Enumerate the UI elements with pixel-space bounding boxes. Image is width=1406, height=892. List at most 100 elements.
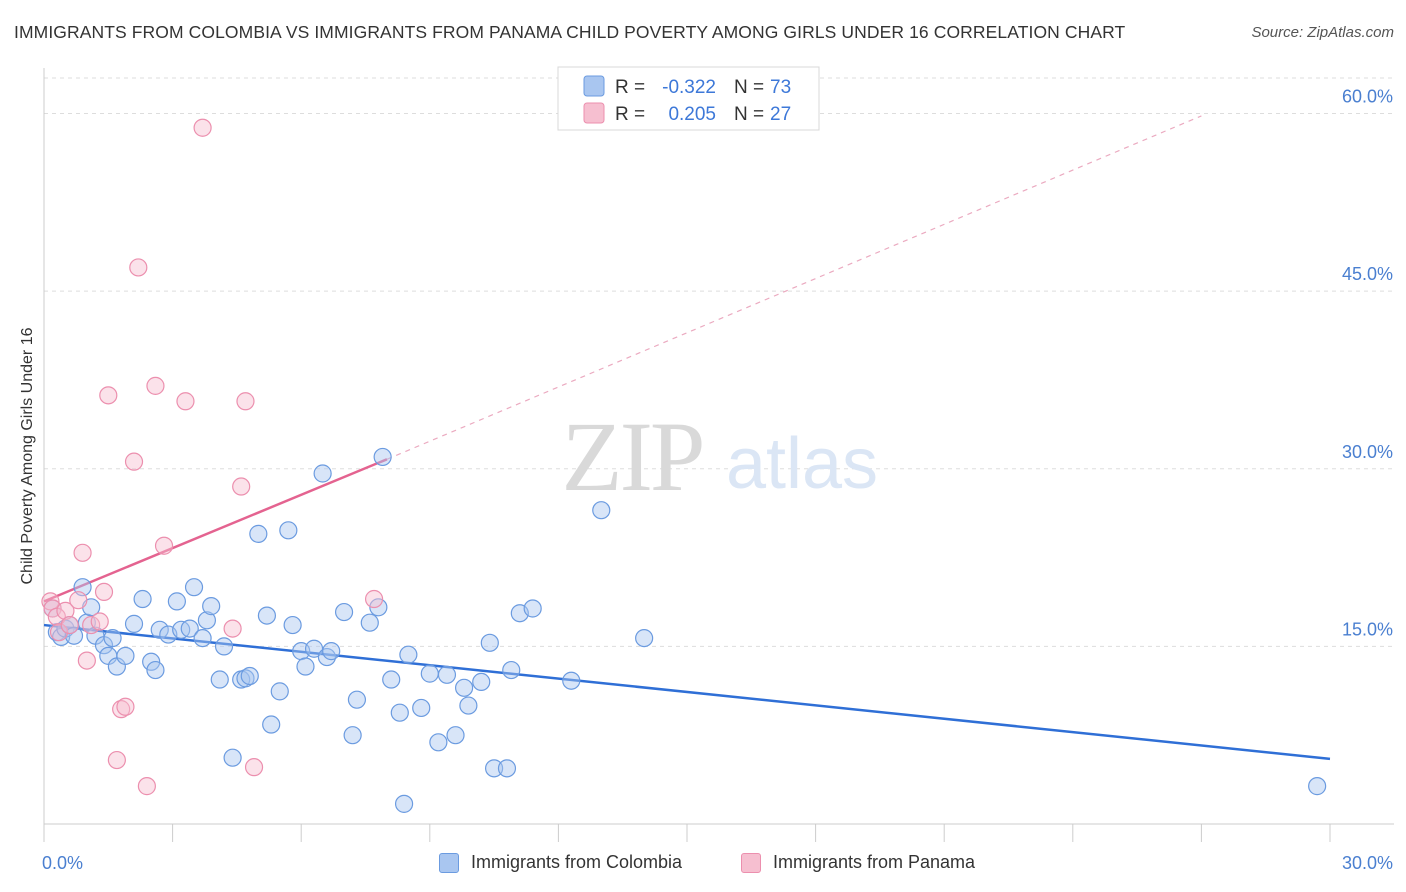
data-point-colombia — [459, 696, 478, 715]
data-point-colombia — [562, 671, 581, 690]
data-point-panama — [223, 619, 242, 638]
data-point-colombia — [116, 646, 135, 665]
data-point-panama — [99, 386, 118, 405]
y-tick-label: 60.0% — [1342, 87, 1393, 107]
data-point-panama — [364, 589, 384, 609]
legend-item-colombia[interactable]: Immigrants from Colombia — [439, 852, 682, 873]
legend-n-value-panama: 27 — [770, 104, 791, 125]
data-point-colombia — [313, 464, 332, 483]
data-point-colombia — [390, 703, 409, 722]
legend-swatch-colombia — [583, 75, 605, 97]
data-point-colombia — [202, 597, 221, 616]
data-point-colombia — [64, 626, 84, 645]
legend-r-value-colombia: -0.322 — [662, 77, 716, 98]
data-point-colombia — [257, 606, 277, 625]
data-point-colombia — [279, 521, 298, 540]
trend-lines — [43, 115, 1331, 761]
legend-swatch-panama — [583, 102, 605, 124]
data-point-panama — [129, 258, 148, 277]
data-point-panama — [244, 758, 264, 777]
data-point-panama — [94, 582, 114, 602]
data-point-colombia — [412, 698, 431, 718]
legend-r-value-panama: 0.205 — [668, 104, 716, 125]
data-point-panama — [60, 615, 79, 635]
data-point-colombia — [437, 665, 457, 684]
data-point-colombia — [283, 615, 302, 635]
data-point-panama — [236, 392, 255, 411]
data-point-colombia — [1308, 777, 1327, 796]
data-point-colombia — [429, 733, 448, 752]
data-point-panama — [69, 591, 88, 610]
data-point-panama — [77, 651, 96, 670]
legend-n-label-colombia: N = — [734, 77, 764, 98]
data-point-panama — [176, 392, 195, 411]
legend-n-value-colombia: 73 — [770, 77, 791, 98]
x-tick-label: 0.0% — [42, 853, 83, 873]
watermark-zip: ZIP — [562, 401, 703, 512]
legend-label-colombia: Immigrants from Colombia — [471, 852, 683, 872]
data-point-colombia — [373, 447, 392, 467]
data-point-colombia — [334, 602, 354, 622]
x-tick-label: 30.0% — [1342, 853, 1393, 873]
data-point-colombia — [480, 633, 499, 652]
data-point-panama — [90, 612, 109, 631]
data-point-colombia — [592, 501, 611, 520]
data-point-colombia — [270, 682, 289, 701]
chart-title: IMMIGRANTS FROM COLOMBIA VS IMMIGRANTS F… — [14, 22, 1126, 42]
legend-swatch-panama-bottom — [741, 852, 761, 873]
data-point-colombia — [223, 748, 242, 767]
data-point-panama — [116, 697, 135, 716]
trendline-panama — [43, 458, 388, 603]
data-point-colombia — [382, 670, 401, 689]
data-point-colombia — [103, 628, 122, 648]
data-point-colombia — [184, 578, 204, 597]
data-point-colombia — [210, 670, 229, 689]
grid-lines — [44, 77, 1394, 647]
data-point-colombia — [502, 660, 521, 680]
data-point-colombia — [399, 645, 418, 664]
data-point-colombia — [635, 628, 654, 648]
data-point-colombia — [497, 759, 517, 778]
legend-swatch-colombia-bottom — [439, 852, 459, 873]
legend-label-panama: Immigrants from Panama — [773, 852, 976, 872]
data-point-panama — [146, 376, 165, 395]
trendline-panama-extension — [386, 115, 1202, 460]
data-point-colombia — [142, 652, 161, 671]
legend-r-label-colombia: R = — [615, 77, 645, 98]
data-point-colombia — [360, 613, 379, 632]
data-point-colombia — [133, 589, 152, 609]
correlation-legend: R = -0.322 N = 73 R = 0.205 N = 27 — [557, 66, 820, 131]
y-tick-label: 30.0% — [1342, 442, 1393, 462]
data-point-colombia — [394, 794, 414, 813]
data-point-colombia — [197, 611, 216, 630]
data-point-colombia — [369, 598, 388, 617]
data-point-colombia — [454, 678, 474, 697]
series-panama-points — [41, 118, 384, 796]
legend-item-panama[interactable]: Immigrants from Panama — [741, 852, 975, 873]
data-point-panama — [193, 118, 212, 137]
data-point-colombia — [296, 657, 315, 676]
data-point-colombia — [124, 614, 144, 633]
data-point-panama — [232, 477, 251, 496]
source-credit: Source: ZipAtlas.com — [1251, 24, 1394, 41]
y-tick-label: 15.0% — [1342, 619, 1393, 639]
watermark-atlas: atlas — [726, 424, 878, 504]
data-point-colombia — [249, 524, 268, 543]
trendline-colombia — [43, 623, 1331, 761]
data-point-panama — [137, 777, 156, 796]
data-point-colombia — [420, 664, 439, 683]
watermark: ZIP atlas — [562, 401, 879, 512]
series-colombia-points — [43, 447, 1327, 813]
data-point-colombia — [214, 637, 234, 656]
data-point-panama — [56, 601, 75, 620]
data-point-panama — [107, 750, 126, 770]
data-point-colombia — [240, 666, 259, 686]
data-point-colombia — [472, 672, 491, 692]
data-point-colombia — [180, 619, 199, 638]
axes — [43, 68, 1394, 842]
data-point-colombia — [146, 660, 165, 680]
data-point-panama — [154, 536, 174, 555]
data-point-colombia — [150, 620, 169, 639]
data-point-panama — [124, 452, 144, 471]
